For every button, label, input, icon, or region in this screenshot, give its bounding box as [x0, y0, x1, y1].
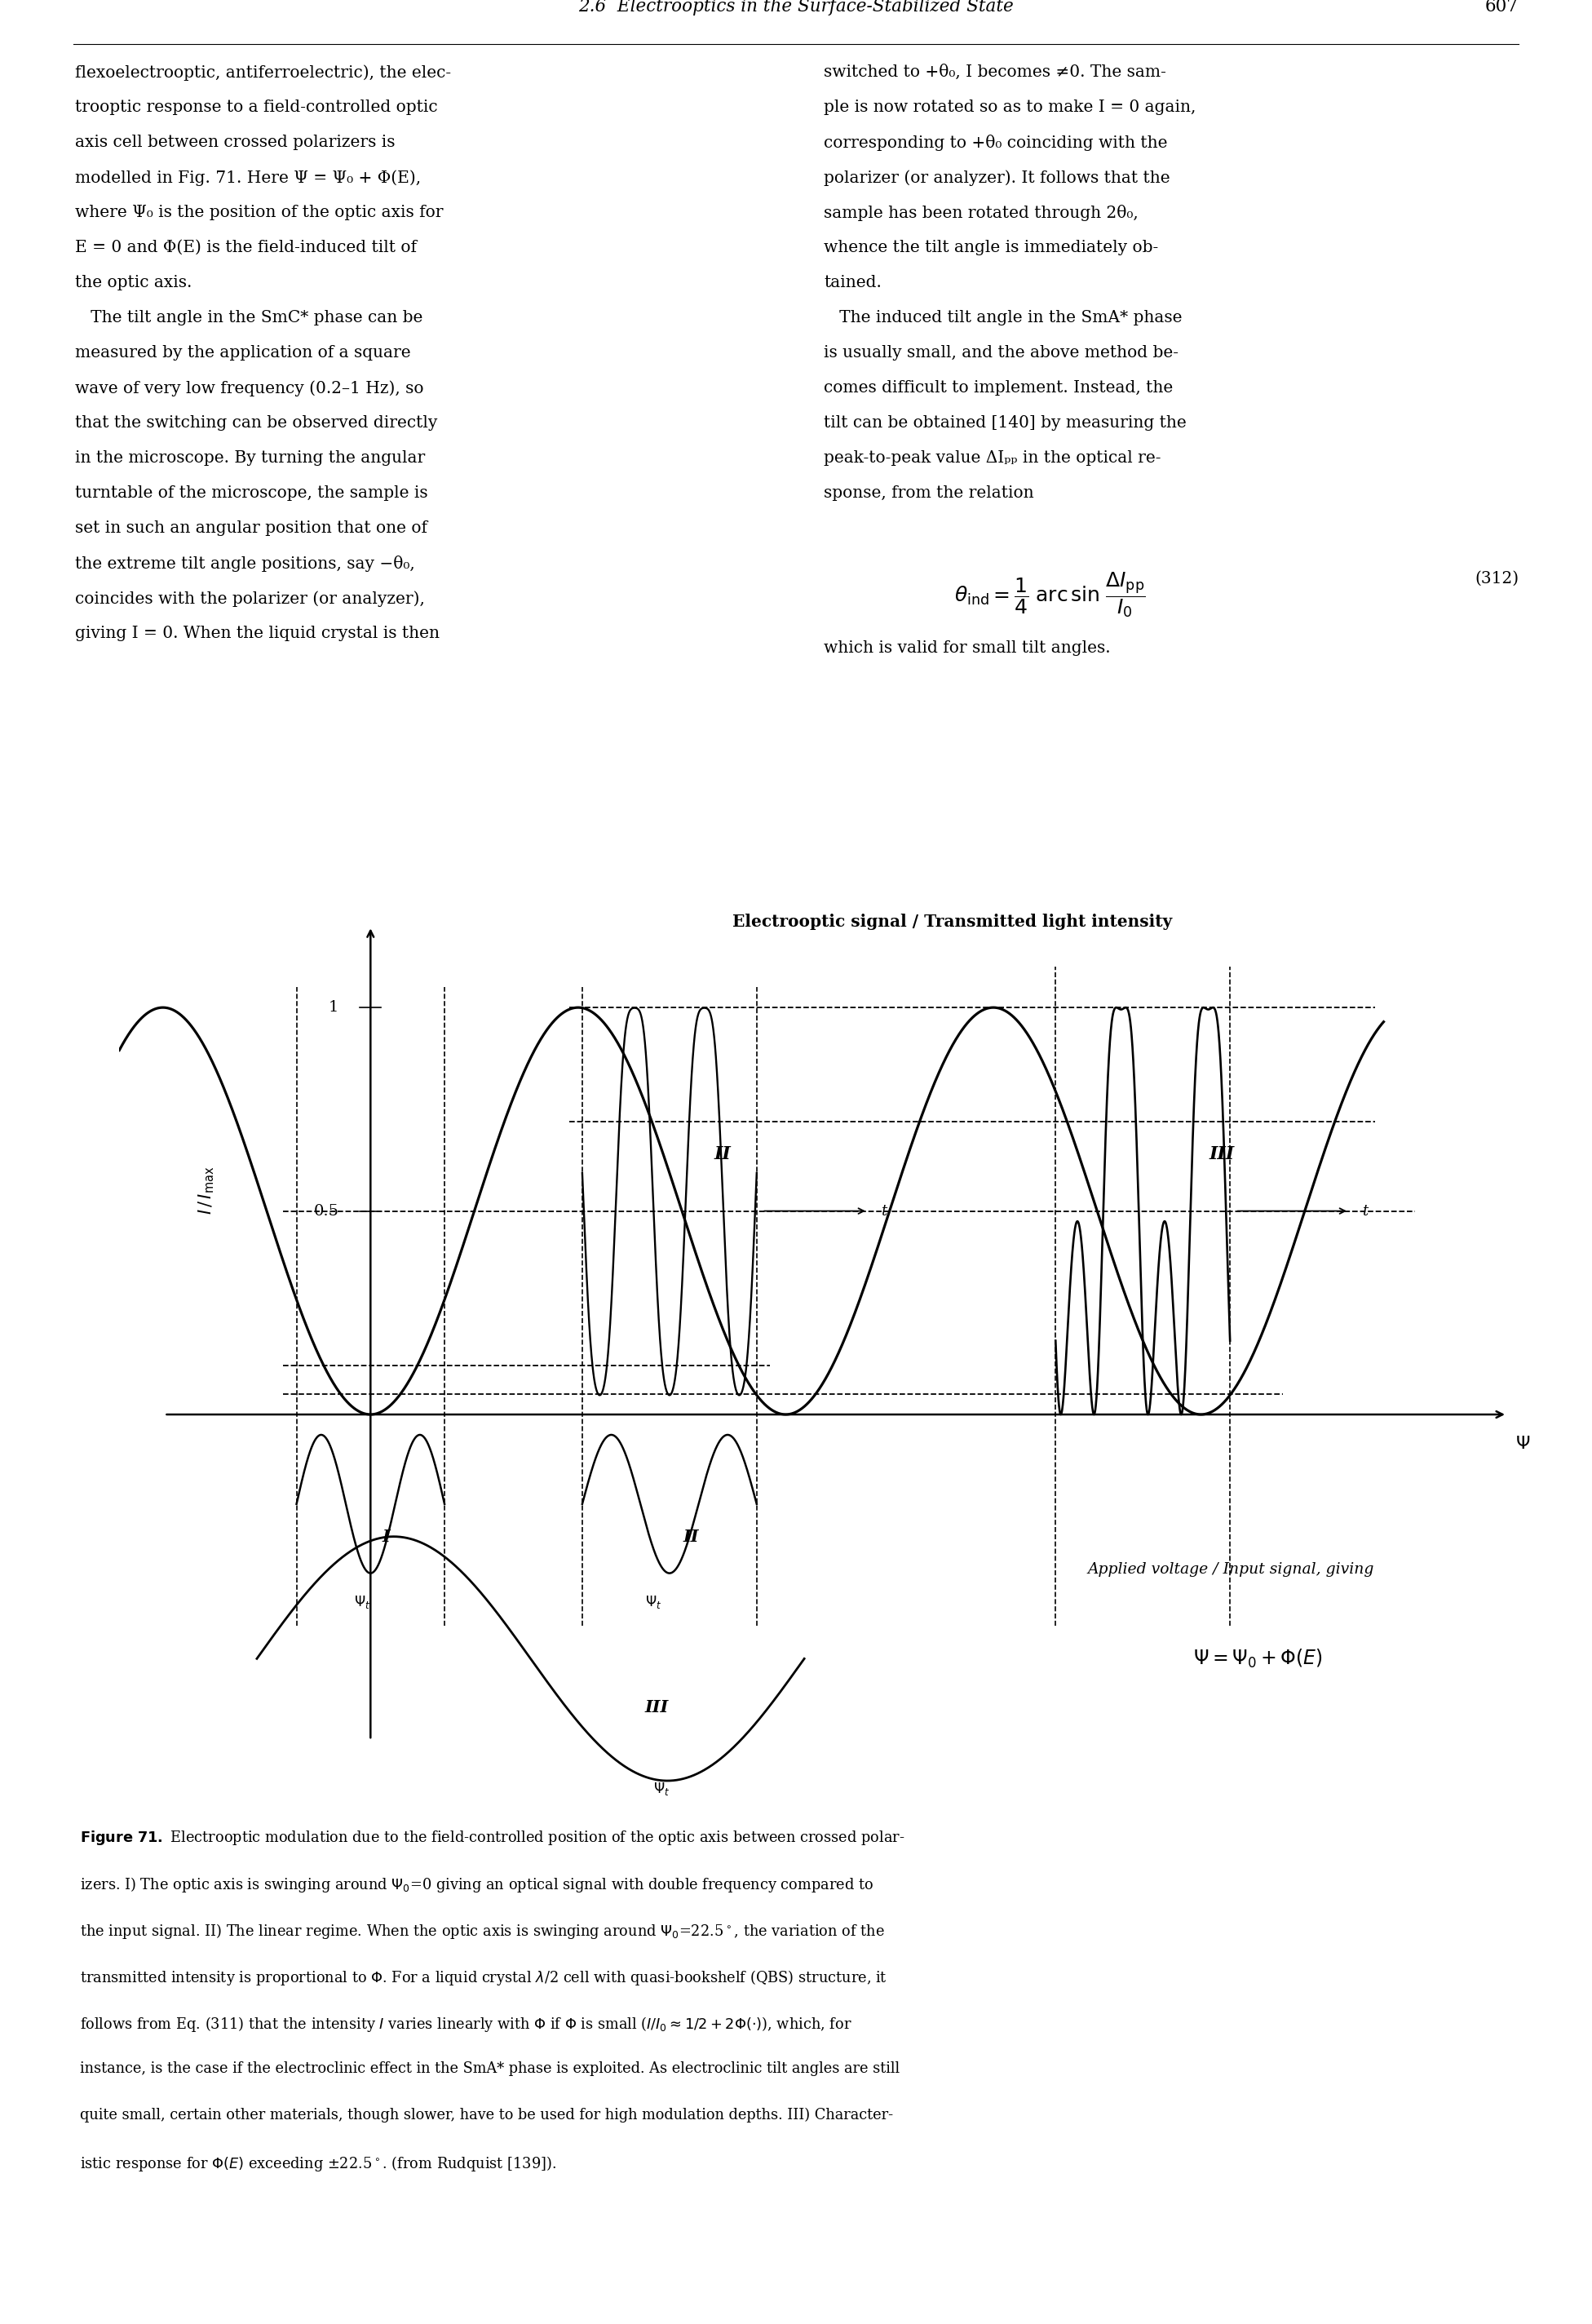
- Text: giving I = 0. When the liquid crystal is then: giving I = 0. When the liquid crystal is…: [75, 625, 439, 641]
- Text: The tilt angle in the SmC* phase can be: The tilt angle in the SmC* phase can be: [75, 309, 423, 325]
- Text: III: III: [1210, 1146, 1235, 1162]
- Text: which is valid for small tilt angles.: which is valid for small tilt angles.: [823, 639, 1111, 655]
- Text: whence the tilt angle is immediately ob-: whence the tilt angle is immediately ob-: [823, 239, 1159, 256]
- Text: wave of very low frequency (0.2–1 Hz), so: wave of very low frequency (0.2–1 Hz), s…: [75, 381, 423, 395]
- Text: istic response for $\Phi(E)$ exceeding $\pm$22.5$^\circ$. (from Rudquist [139]).: istic response for $\Phi(E)$ exceeding $…: [80, 2154, 556, 2173]
- Text: sponse, from the relation: sponse, from the relation: [823, 486, 1033, 502]
- Text: 607: 607: [1485, 0, 1519, 16]
- Text: Electrooptic signal / Transmitted light intensity: Electrooptic signal / Transmitted light …: [732, 913, 1172, 930]
- Text: quite small, certain other materials, though slower, have to be used for high mo: quite small, certain other materials, th…: [80, 2108, 893, 2122]
- Text: measured by the application of a square: measured by the application of a square: [75, 344, 411, 360]
- Text: turntable of the microscope, the sample is: turntable of the microscope, the sample …: [75, 486, 428, 502]
- Text: $\Psi_t$: $\Psi_t$: [645, 1594, 662, 1611]
- Text: III: III: [645, 1699, 669, 1715]
- Text: where Ψ₀ is the position of the optic axis for: where Ψ₀ is the position of the optic ax…: [75, 205, 443, 221]
- Text: modelled in Fig. 71. Here Ψ = Ψ₀ + Φ(E),: modelled in Fig. 71. Here Ψ = Ψ₀ + Φ(E),: [75, 170, 420, 186]
- Text: t: t: [1363, 1204, 1368, 1218]
- Text: peak-to-peak value ΔIₚₚ in the optical re-: peak-to-peak value ΔIₚₚ in the optical r…: [823, 451, 1161, 465]
- Text: 0.5: 0.5: [314, 1204, 339, 1218]
- Text: tained.: tained.: [823, 274, 882, 290]
- Text: $\Psi_t$: $\Psi_t$: [355, 1594, 371, 1611]
- Text: $\Psi$: $\Psi$: [1516, 1434, 1530, 1452]
- Text: (312): (312): [1474, 572, 1519, 586]
- Text: axis cell between crossed polarizers is: axis cell between crossed polarizers is: [75, 135, 395, 151]
- Text: that the switching can be observed directly: that the switching can be observed direc…: [75, 416, 438, 430]
- Text: the input signal. II) The linear regime. When the optic axis is swinging around : the input signal. II) The linear regime.…: [80, 1922, 885, 1941]
- Text: 2.6  Electrooptics in the Surface-Stabilized State: 2.6 Electrooptics in the Surface-Stabili…: [578, 0, 1014, 16]
- Text: 1: 1: [328, 999, 339, 1016]
- Text: in the microscope. By turning the angular: in the microscope. By turning the angula…: [75, 451, 425, 465]
- Text: izers. I) The optic axis is swinging around $\Psi_0$=0 giving an optical signal : izers. I) The optic axis is swinging aro…: [80, 1875, 874, 1894]
- Text: II: II: [713, 1146, 731, 1162]
- Text: coincides with the polarizer (or analyzer),: coincides with the polarizer (or analyze…: [75, 590, 425, 607]
- Text: sample has been rotated through 2θ₀,: sample has been rotated through 2θ₀,: [823, 205, 1138, 221]
- Text: the optic axis.: the optic axis.: [75, 274, 193, 290]
- Text: tilt can be obtained [140] by measuring the: tilt can be obtained [140] by measuring …: [823, 416, 1186, 430]
- Text: ple is now rotated so as to make I = 0 again,: ple is now rotated so as to make I = 0 a…: [823, 100, 1196, 114]
- Text: the extreme tilt angle positions, say −θ₀,: the extreme tilt angle positions, say −θ…: [75, 555, 416, 572]
- Text: trooptic response to a field-controlled optic: trooptic response to a field-controlled …: [75, 100, 438, 114]
- Text: II: II: [683, 1529, 699, 1545]
- Text: follows from Eq. (311) that the intensity $I$ varies linearly with $\Phi$ if $\P: follows from Eq. (311) that the intensit…: [80, 2015, 852, 2034]
- Text: I: I: [382, 1529, 390, 1545]
- Text: Applied voltage / Input signal, giving: Applied voltage / Input signal, giving: [1087, 1562, 1374, 1576]
- Text: $\Psi = \Psi_0 + \Phi(E)$: $\Psi = \Psi_0 + \Phi(E)$: [1192, 1648, 1323, 1669]
- Text: is usually small, and the above method be-: is usually small, and the above method b…: [823, 344, 1178, 360]
- Text: instance, is the case if the electroclinic effect in the SmA* phase is exploited: instance, is the case if the electroclin…: [80, 2061, 899, 2075]
- Text: t: t: [880, 1204, 887, 1218]
- Text: $\mathbf{Figure\ 71.}$ Electrooptic modulation due to the field-controlled posit: $\mathbf{Figure\ 71.}$ Electrooptic modu…: [80, 1829, 904, 1848]
- Text: set in such an angular position that one of: set in such an angular position that one…: [75, 521, 427, 537]
- Text: comes difficult to implement. Instead, the: comes difficult to implement. Instead, t…: [823, 381, 1173, 395]
- Text: E = 0 and Φ(E) is the field-induced tilt of: E = 0 and Φ(E) is the field-induced tilt…: [75, 239, 417, 256]
- Text: flexoelectrooptic, antiferroelectric), the elec-: flexoelectrooptic, antiferroelectric), t…: [75, 65, 451, 81]
- Text: transmitted intensity is proportional to $\Phi$. For a liquid crystal $\lambda$/: transmitted intensity is proportional to…: [80, 1968, 887, 1987]
- Text: $I\,/\,I_{\mathrm{max}}$: $I\,/\,I_{\mathrm{max}}$: [197, 1167, 217, 1215]
- Text: corresponding to +θ₀ coinciding with the: corresponding to +θ₀ coinciding with the: [823, 135, 1167, 151]
- Text: $\Psi_t$: $\Psi_t$: [653, 1780, 670, 1796]
- Text: $\theta_{\mathrm{ind}} = \dfrac{1}{4}\;\mathrm{arc\,sin}\;\dfrac{\Delta I_{\math: $\theta_{\mathrm{ind}} = \dfrac{1}{4}\;\…: [954, 572, 1146, 621]
- Text: The induced tilt angle in the SmA* phase: The induced tilt angle in the SmA* phase: [823, 309, 1183, 325]
- Text: switched to +θ₀, I becomes ≠0. The sam-: switched to +θ₀, I becomes ≠0. The sam-: [823, 65, 1167, 79]
- Text: polarizer (or analyzer). It follows that the: polarizer (or analyzer). It follows that…: [823, 170, 1170, 186]
